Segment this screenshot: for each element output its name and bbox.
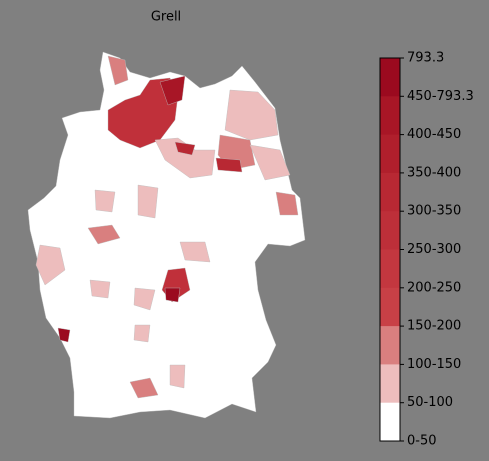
legend-label: 400-450 [407, 127, 461, 142]
region-high [57, 327, 71, 343]
region-mid [275, 191, 299, 216]
map-title: Grell [151, 10, 181, 25]
region-light [133, 324, 151, 343]
legend-label: 250-300 [407, 242, 461, 257]
region-light [89, 279, 111, 299]
region-light [35, 244, 66, 286]
legend-label: 793.3 [407, 51, 444, 66]
legend-swatch [380, 249, 400, 289]
region-high [215, 157, 243, 173]
region-light [137, 184, 159, 219]
legend-label: 350-400 [407, 165, 461, 180]
region-mid [129, 377, 159, 399]
legend-label: 150-200 [407, 319, 461, 334]
region-mid [87, 224, 121, 245]
legend-label: 300-350 [407, 204, 461, 219]
legend-swatch [380, 172, 400, 212]
region-high [174, 141, 196, 156]
legend-swatch [380, 364, 400, 404]
legend-swatch [380, 134, 400, 174]
legend-label: 100-150 [407, 357, 461, 372]
legend-swatch [380, 287, 400, 327]
legend-label: 50-100 [407, 395, 453, 410]
legend-swatch [380, 58, 400, 97]
region-light [224, 89, 279, 141]
region-high [164, 287, 181, 303]
region-light [179, 241, 211, 263]
legend-swatch [380, 326, 400, 365]
color-legend: 793.3 450-793.3 400-450 350-400 300-350 250-3… [379, 51, 474, 449]
region-light [249, 144, 291, 181]
region-light [133, 287, 156, 311]
region-light [154, 137, 216, 179]
legend-label: 0-50 [407, 434, 437, 449]
region-high [159, 75, 186, 106]
legend-swatch [380, 96, 400, 136]
germany-map [27, 51, 306, 419]
legend-swatch [380, 211, 400, 250]
region-mid [107, 55, 129, 86]
legend-label: 450-793.3 [407, 89, 474, 104]
region-high [107, 77, 179, 149]
legend-swatch [380, 402, 400, 442]
legend-label: 200-250 [407, 280, 461, 295]
region-light [94, 189, 116, 213]
region-light [169, 364, 186, 389]
